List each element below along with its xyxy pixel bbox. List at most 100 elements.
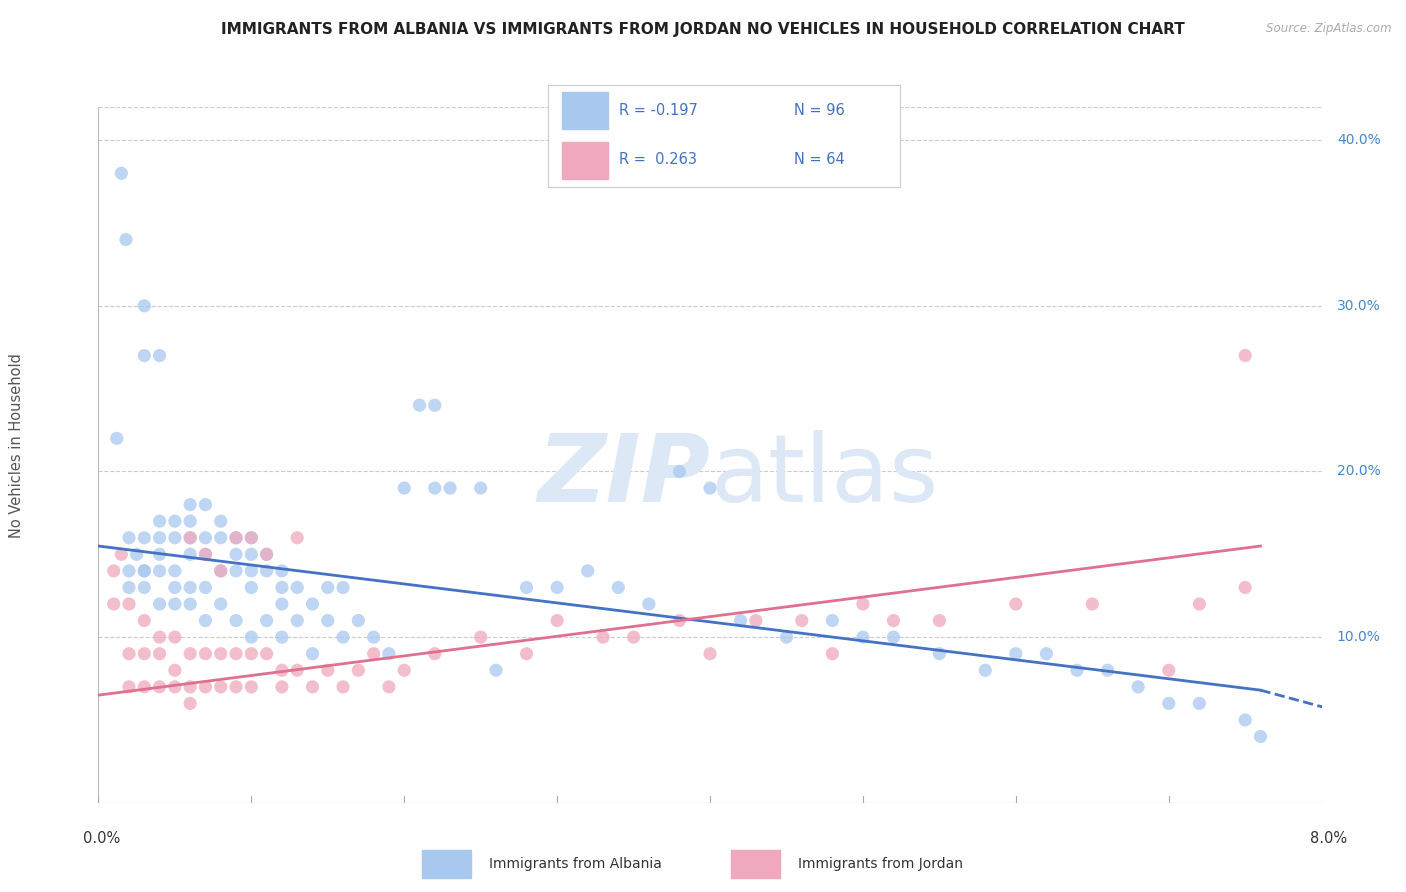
Point bbox=[576, 564, 599, 578]
Point bbox=[240, 564, 263, 578]
Text: 10.0%: 10.0% bbox=[1337, 630, 1381, 644]
Point bbox=[852, 630, 875, 644]
Point bbox=[423, 647, 446, 661]
Text: Immigrants from Jordan: Immigrants from Jordan bbox=[799, 857, 963, 871]
Point bbox=[316, 614, 339, 628]
Point bbox=[179, 581, 201, 595]
Text: 40.0%: 40.0% bbox=[1337, 133, 1381, 147]
Point bbox=[928, 614, 950, 628]
Point bbox=[194, 531, 217, 545]
Point bbox=[103, 597, 125, 611]
Point bbox=[301, 680, 323, 694]
Text: R =  0.263: R = 0.263 bbox=[619, 153, 696, 167]
Point bbox=[118, 531, 141, 545]
Point bbox=[408, 398, 430, 412]
Point bbox=[163, 531, 186, 545]
Point bbox=[209, 564, 232, 578]
Point bbox=[240, 630, 263, 644]
Point bbox=[1157, 663, 1180, 677]
Point bbox=[194, 614, 217, 628]
Point bbox=[516, 581, 538, 595]
Point bbox=[1188, 697, 1211, 711]
Point bbox=[699, 481, 721, 495]
Point bbox=[225, 614, 247, 628]
Point bbox=[301, 597, 323, 611]
Point bbox=[270, 564, 294, 578]
Point bbox=[194, 647, 217, 661]
Point bbox=[134, 581, 156, 595]
Point bbox=[110, 547, 132, 561]
Bar bbox=[562, 92, 609, 128]
Point bbox=[1004, 597, 1026, 611]
Text: ZIP: ZIP bbox=[537, 430, 710, 522]
Text: 0.0%: 0.0% bbox=[83, 831, 120, 846]
Point bbox=[285, 614, 308, 628]
Point bbox=[209, 680, 232, 694]
Point bbox=[194, 581, 217, 595]
Point bbox=[194, 547, 217, 561]
Point bbox=[668, 614, 690, 628]
Point bbox=[163, 680, 186, 694]
Point bbox=[209, 514, 232, 528]
Point bbox=[1004, 647, 1026, 661]
Point bbox=[240, 581, 263, 595]
Point bbox=[423, 398, 446, 412]
Point bbox=[256, 614, 278, 628]
Point bbox=[194, 680, 217, 694]
Point bbox=[118, 647, 141, 661]
Point bbox=[332, 680, 354, 694]
Point bbox=[1234, 713, 1257, 727]
Point bbox=[592, 630, 614, 644]
Point bbox=[110, 166, 132, 180]
Point bbox=[179, 498, 201, 512]
Point bbox=[149, 349, 172, 363]
Point bbox=[516, 647, 538, 661]
Text: 8.0%: 8.0% bbox=[1310, 831, 1347, 846]
Point bbox=[179, 514, 201, 528]
Point bbox=[745, 614, 768, 628]
Text: Immigrants from Albania: Immigrants from Albania bbox=[489, 857, 661, 871]
Point bbox=[1157, 697, 1180, 711]
Point bbox=[134, 564, 156, 578]
Text: 30.0%: 30.0% bbox=[1337, 299, 1381, 313]
Point bbox=[392, 663, 416, 677]
Point bbox=[423, 481, 446, 495]
Point bbox=[378, 647, 401, 661]
Point bbox=[821, 614, 844, 628]
Point bbox=[225, 680, 247, 694]
Point bbox=[103, 564, 125, 578]
Point bbox=[225, 647, 247, 661]
Point bbox=[134, 299, 156, 313]
Point bbox=[270, 597, 294, 611]
Text: 20.0%: 20.0% bbox=[1337, 465, 1381, 478]
Point bbox=[240, 680, 263, 694]
Point bbox=[316, 663, 339, 677]
Point bbox=[163, 564, 186, 578]
Point bbox=[240, 531, 263, 545]
Point bbox=[285, 663, 308, 677]
Text: R = -0.197: R = -0.197 bbox=[619, 103, 697, 118]
Point bbox=[134, 680, 156, 694]
Point bbox=[179, 547, 201, 561]
Point bbox=[179, 697, 201, 711]
Point bbox=[118, 680, 141, 694]
Point bbox=[378, 680, 401, 694]
Point bbox=[163, 581, 186, 595]
Point bbox=[163, 630, 186, 644]
Point bbox=[316, 581, 339, 595]
Point bbox=[105, 431, 128, 445]
Point bbox=[332, 630, 354, 644]
Point bbox=[347, 663, 370, 677]
Point bbox=[470, 630, 492, 644]
Point bbox=[637, 597, 661, 611]
Text: N = 96: N = 96 bbox=[794, 103, 845, 118]
Point bbox=[485, 663, 508, 677]
Point bbox=[163, 514, 186, 528]
Point bbox=[149, 531, 172, 545]
Point bbox=[883, 630, 905, 644]
Text: atlas: atlas bbox=[710, 430, 938, 522]
Point bbox=[270, 581, 294, 595]
Point bbox=[546, 581, 568, 595]
Point bbox=[821, 647, 844, 661]
Point bbox=[439, 481, 461, 495]
